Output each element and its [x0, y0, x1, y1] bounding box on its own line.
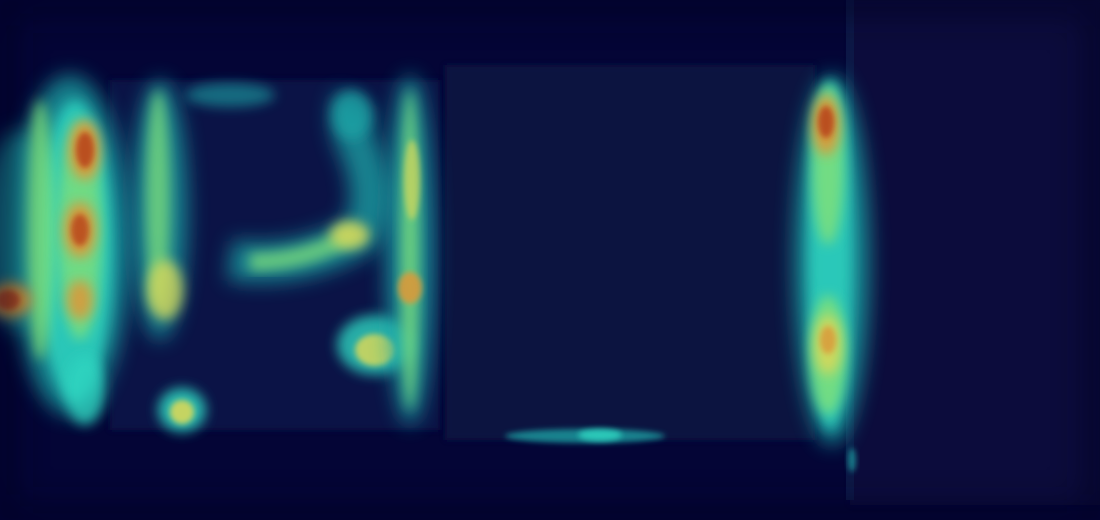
heat-second-column — [132, 80, 275, 432]
heat-left-column — [0, 75, 130, 425]
heat-third-column — [386, 75, 434, 425]
heat-center-swoosh — [227, 90, 413, 375]
center-block — [445, 65, 815, 440]
heat-bottom-streak — [505, 429, 665, 443]
right-block — [850, 0, 1100, 505]
heat-right-column — [794, 75, 870, 472]
